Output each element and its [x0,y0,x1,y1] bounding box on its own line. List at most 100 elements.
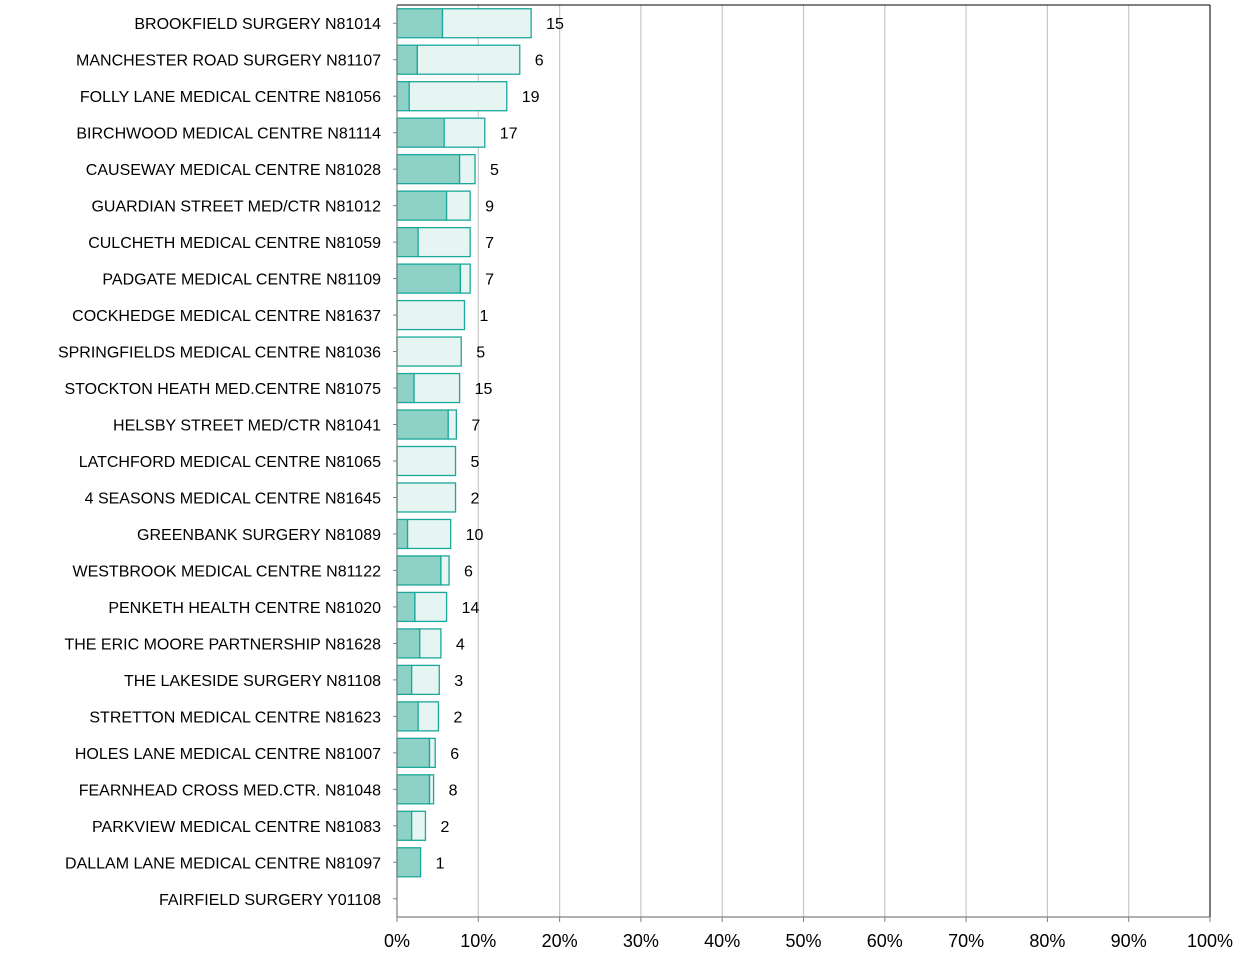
bar-segment-inner [396,81,410,112]
bar-segment-inner [396,664,413,696]
bar-segment-inner [396,263,462,294]
count-label: 19 [522,89,540,106]
count-label: 17 [500,126,518,143]
bar-segment-inner [396,774,431,805]
axes [393,4,1211,922]
bar-segment-outer [396,445,457,477]
x-tick-label: 70% [948,931,984,951]
bar-segment-outer [459,263,471,294]
bar-segment-inner [396,810,413,841]
count-label: 6 [535,53,544,70]
x-tick-label: 20% [542,931,578,951]
bar-segment-outer [419,628,442,659]
category-label: PARKVIEW MEDICAL CENTRE N81083 [92,819,381,836]
category-label: HELSBY STREET MED/CTR N81041 [113,418,381,435]
count-label: 2 [453,709,462,726]
bar-segment-inner [396,591,416,623]
gridlines [477,5,1211,917]
bar-segment-inner [396,8,444,39]
category-label: FOLLY LANE MEDICAL CENTRE N81056 [80,89,381,106]
bar-segment-outer [428,774,435,805]
bar-segment-inner [396,555,442,586]
bar-segment-outer [396,482,457,513]
count-label: 8 [449,782,458,799]
category-label: LATCHFORD MEDICAL CENTRE N81065 [79,454,381,471]
category-label: FAIRFIELD SURGERY Y01108 [159,892,381,909]
bar-segment-outer [408,81,508,112]
category-label: FEARNHEAD CROSS MED.CTR. N81048 [79,782,381,799]
x-tick-label: 40% [704,931,740,951]
count-label: 1 [436,855,445,872]
count-label: 1 [479,308,488,325]
bar-segment-inner [396,847,422,878]
bar-segment-outer [443,117,486,148]
count-label: 5 [476,345,485,362]
bar-segment-outer [410,810,427,841]
bar-segment-outer [417,701,440,732]
count-label: 15 [546,16,564,33]
count-label: 7 [485,272,494,289]
category-label: COCKHEDGE MEDICAL CENTRE N81637 [72,308,381,325]
x-tick-label: 0% [384,931,410,951]
x-tick-label: 10% [460,931,496,951]
category-label: BROOKFIELD SURGERY N81014 [134,16,381,33]
category-label: GREENBANK SURGERY N81089 [137,527,381,544]
bar-segment-outer [445,190,471,221]
x-tick-labels: 0% 10% 20% 30% 40% 50% 60% 70% 80% 90% 100% [384,931,1233,951]
bar-segment-inner [396,372,415,404]
bar-segment-inner [396,117,445,148]
bar-segment-outer [417,226,471,258]
count-label: 15 [475,381,493,398]
category-label: PADGATE MEDICAL CENTRE N81109 [102,272,381,289]
count-label: 14 [462,600,480,617]
category-label: BIRCHWOOD MEDICAL CENTRE N81114 [76,126,381,143]
x-tick-label: 60% [867,931,903,951]
bar-segment-outer [440,555,450,586]
count-label: 10 [466,527,484,544]
bar-segment-inner [396,628,421,659]
x-tick-label: 30% [623,931,659,951]
x-tick-label: 90% [1111,931,1147,951]
bar-segment-outer [410,664,440,696]
count-label: 4 [456,636,465,653]
x-tick-label: 80% [1029,931,1065,951]
count-label: 7 [485,235,494,252]
count-label: 5 [490,162,499,179]
bar-segment-inner [396,409,449,440]
bar-segment-inner [396,737,431,768]
count-label: 7 [471,418,480,435]
count-label: 2 [440,819,449,836]
category-label: STRETTON MEDICAL CENTRE N81623 [89,709,381,726]
category-label: WESTBROOK MEDICAL CENTRE N81122 [72,563,381,580]
bar-segment-inner [396,226,419,258]
bar-segment-outer [447,409,457,440]
bars [396,8,532,878]
count-label: 5 [471,454,480,471]
category-label: HOLES LANE MEDICAL CENTRE N81007 [75,746,381,763]
count-label: 3 [454,673,463,690]
bar-segment-outer [396,299,466,331]
bar-segment-outer [441,8,532,39]
count-label: 9 [485,199,494,216]
category-label: CAUSEWAY MEDICAL CENTRE N81028 [86,162,381,179]
bar-segment-outer [413,372,461,404]
category-label: SPRINGFIELDS MEDICAL CENTRE N81036 [58,345,381,362]
category-labels: BROOKFIELD SURGERY N81014 MANCHESTER ROAD… [58,16,381,909]
count-label: 2 [471,490,480,507]
category-label: STOCKTON HEATH MED.CENTRE N81075 [64,381,381,398]
category-label: CULCHETH MEDICAL CENTRE N81059 [88,235,381,252]
bar-segment-inner [396,44,418,75]
category-label: GUARDIAN STREET MED/CTR N81012 [91,199,381,216]
category-label: DALLAM LANE MEDICAL CENTRE N81097 [65,855,381,872]
category-label: 4 SEASONS MEDICAL CENTRE N81645 [85,490,382,507]
bar-segment-inner [396,190,448,221]
bar-segment-inner [396,518,409,550]
bar-segment-outer [428,737,436,768]
bar-segment-outer [396,336,462,367]
bar-segment-outer [414,591,448,623]
bar-segment-inner [396,701,419,732]
bar-segment-outer [406,518,452,550]
bar-segment-outer [416,44,521,75]
